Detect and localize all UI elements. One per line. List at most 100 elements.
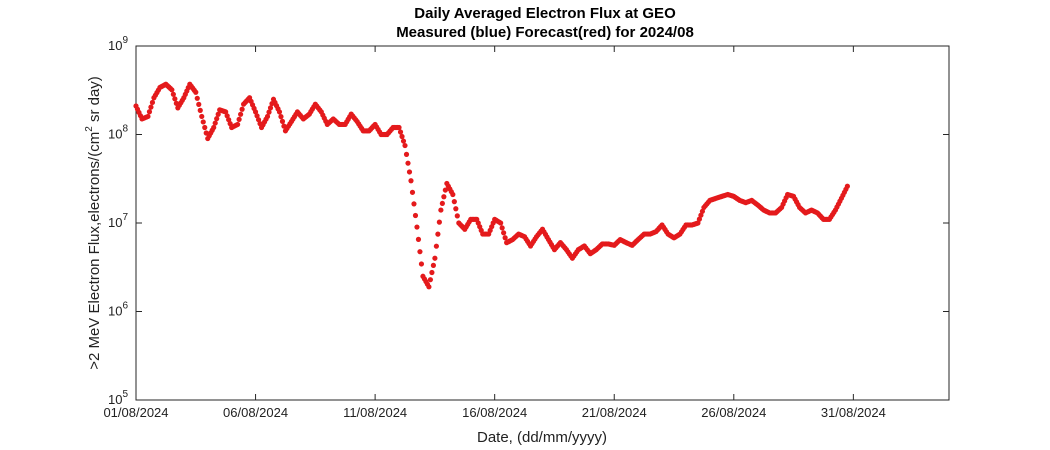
data-point [414, 224, 420, 230]
y-tick-base: 10 [108, 127, 122, 142]
y-label-part: >2 MeV Electron Flux,electrons/(cm [86, 132, 103, 370]
data-point [197, 107, 203, 113]
data-point [200, 119, 206, 125]
data-point [145, 113, 151, 120]
y-tick-label: 107 [108, 212, 128, 230]
data-point [408, 178, 414, 184]
y-tick-base: 10 [108, 38, 122, 53]
data-point [202, 124, 208, 131]
data-point [276, 109, 283, 115]
y-tick-label: 108 [108, 124, 128, 142]
data-point [435, 231, 441, 237]
y-label-superscript: 2 [84, 126, 95, 132]
data-point [236, 116, 242, 122]
y-tick-exponent: 7 [122, 212, 128, 223]
data-point [194, 95, 200, 101]
data-point [399, 133, 405, 140]
data-point [278, 114, 284, 120]
data-point [499, 225, 505, 231]
data-point [169, 87, 175, 93]
data-point [698, 212, 704, 218]
data-point [498, 220, 504, 226]
data-point [396, 124, 402, 131]
y-tick-exponent: 5 [122, 389, 128, 400]
data-point [212, 120, 218, 126]
data-point [397, 129, 404, 135]
x-tick-label: 06/08/2024 [223, 405, 288, 420]
data-point [451, 199, 457, 205]
data-point [695, 220, 701, 226]
y-tick-base: 10 [108, 304, 122, 319]
data-point [409, 189, 416, 195]
data-point [172, 96, 178, 102]
x-tick-label: 21/08/2024 [582, 405, 647, 420]
data-point [402, 142, 408, 149]
data-point [439, 200, 445, 207]
data-point [436, 219, 442, 225]
data-point [430, 262, 436, 268]
data-point [226, 117, 232, 123]
y-label-part: sr day) [86, 76, 103, 126]
data-point [417, 249, 423, 255]
chart-title: Daily Averaged Electron Flux at GEO [414, 5, 676, 22]
data-point [255, 117, 262, 123]
data-point [235, 121, 241, 128]
y-tick-label: 105 [108, 389, 128, 407]
plot-area [135, 45, 950, 401]
data-point [149, 99, 156, 106]
data-point [267, 105, 274, 111]
data-point [199, 113, 205, 120]
x-tick-label: 16/08/2024 [462, 405, 527, 420]
chart-subtitle: Measured (blue) Forecast(red) for 2024/0… [396, 24, 694, 41]
data-point [429, 269, 435, 276]
data-point [254, 113, 260, 119]
data-point [264, 113, 271, 120]
data-point [441, 194, 447, 200]
data-point [279, 118, 286, 124]
y-tick-exponent: 8 [122, 124, 128, 135]
data-point [405, 160, 411, 166]
data-point [214, 116, 220, 122]
data-point [266, 109, 272, 115]
data-point [418, 261, 425, 267]
y-tick-exponent: 6 [122, 301, 128, 312]
data-point [426, 284, 432, 290]
data-point [224, 113, 230, 119]
x-axis-ticks: 01/08/2024 06/08/2024 11/08/2024 16/08/2024… [103, 46, 886, 420]
data-point [427, 277, 434, 283]
data-point [438, 207, 444, 213]
data-point [196, 101, 202, 107]
data-points [133, 81, 850, 290]
data-point [211, 124, 217, 131]
data-point [501, 230, 507, 236]
y-axis-label: >2 MeV Electron Flux,electrons/(cm2 sr d… [84, 76, 103, 370]
data-point [433, 243, 439, 249]
data-point [412, 212, 419, 219]
data-point [415, 236, 422, 242]
y-tick-base: 10 [108, 392, 122, 407]
data-point [146, 109, 153, 115]
data-point [453, 206, 459, 212]
x-axis-label: Date, (dd/mm/yyyy) [477, 429, 607, 446]
x-tick-label: 01/08/2024 [103, 405, 168, 420]
data-point [844, 183, 850, 189]
data-point [215, 111, 221, 117]
data-point [411, 201, 417, 207]
y-tick-label: 109 [108, 35, 128, 53]
x-tick-label: 11/08/2024 [343, 405, 407, 420]
x-tick-label: 26/08/2024 [701, 405, 766, 420]
data-point [403, 151, 410, 157]
data-point [454, 213, 460, 219]
data-point [406, 169, 413, 175]
data-point [148, 104, 154, 110]
data-point [170, 91, 176, 97]
data-point [238, 111, 244, 117]
data-point [432, 255, 438, 261]
data-point [239, 106, 245, 112]
data-point [450, 191, 456, 198]
y-tick-base: 10 [108, 215, 122, 230]
data-point [193, 89, 199, 95]
data-point [400, 138, 407, 144]
